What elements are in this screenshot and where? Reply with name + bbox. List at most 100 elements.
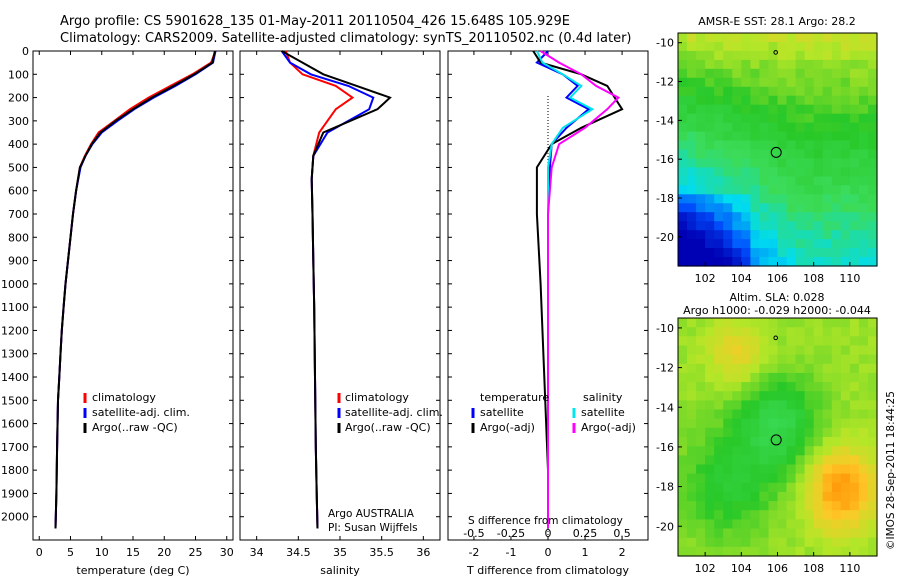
- map-cell: [687, 113, 697, 124]
- map-cell: [768, 501, 779, 511]
- map-cell: [777, 327, 788, 337]
- map-cell: [696, 372, 706, 383]
- map-cell: [714, 372, 724, 383]
- map-cell: [768, 122, 779, 133]
- map-cell: [804, 167, 815, 177]
- map-cell: [678, 391, 688, 401]
- map-cell: [687, 363, 697, 374]
- map-cell: [822, 501, 833, 511]
- map-cell: [831, 158, 842, 169]
- map-cell: [696, 59, 706, 70]
- map-cell: [687, 50, 697, 61]
- map-cell: [813, 345, 824, 356]
- map-cell: [696, 473, 706, 484]
- map-cell: [768, 510, 779, 520]
- map-cell: [849, 185, 860, 195]
- map-cell: [822, 437, 833, 447]
- map-cell: [786, 519, 797, 530]
- map-cell: [678, 418, 688, 429]
- map-cell: [849, 501, 860, 511]
- map-cell: [732, 327, 742, 337]
- map-cell: [868, 345, 878, 356]
- x-tick-label: 35: [333, 546, 347, 559]
- map-cell: [696, 537, 706, 548]
- x-tick-label: 106: [767, 562, 788, 575]
- map-cell: [696, 363, 706, 374]
- map-cell: [696, 203, 706, 213]
- map-cell: [687, 464, 697, 475]
- map-cell: [777, 158, 788, 169]
- map-cell: [786, 528, 797, 539]
- map-cell: [813, 212, 824, 222]
- map-cell: [840, 221, 851, 231]
- map-cell: [868, 491, 878, 502]
- y-tick-label: 1600: [1, 418, 29, 431]
- map-cell: [759, 409, 769, 420]
- map-cell: [768, 318, 779, 328]
- map-cell: [813, 528, 824, 539]
- y-tick-label: 900: [8, 255, 29, 268]
- map-cell: [858, 473, 869, 484]
- map-cell: [714, 327, 724, 337]
- map-cell: [768, 212, 779, 222]
- y-tick-label: 500: [8, 161, 29, 174]
- map-cell: [868, 501, 878, 511]
- map-cell: [696, 86, 706, 97]
- map-cell: [858, 33, 869, 43]
- y-tick-label: -12: [656, 76, 674, 89]
- map-cell: [786, 113, 797, 124]
- map-cell: [849, 519, 860, 530]
- map-cell: [822, 158, 833, 169]
- map-cell: [750, 194, 760, 204]
- x-axis-label: temperature (deg C): [76, 564, 189, 577]
- map-cell: [732, 501, 742, 511]
- map-cell: [687, 482, 697, 493]
- map-cell: [786, 391, 797, 401]
- map-cell: [813, 113, 824, 124]
- map-cell: [768, 176, 779, 186]
- map-cell: [786, 158, 797, 169]
- map-cell: [678, 510, 688, 520]
- map-cell: [777, 501, 788, 511]
- map-cell: [714, 363, 724, 374]
- map-cell: [750, 391, 760, 401]
- map-cell: [759, 248, 769, 258]
- map-cell: [741, 510, 751, 520]
- map-cell: [723, 149, 733, 160]
- x-tick-label: 25: [189, 546, 203, 559]
- map-cell: [868, 104, 878, 115]
- y-tick-label: -16: [656, 153, 674, 166]
- map-cell: [831, 68, 842, 79]
- map-cell: [822, 257, 833, 267]
- map-cell: [831, 464, 842, 475]
- map-cell: [804, 336, 815, 347]
- map-cell: [696, 382, 706, 392]
- salinity-tick-label: 0.5: [613, 527, 631, 540]
- map-cell: [768, 42, 779, 52]
- map-cell: [840, 86, 851, 97]
- map-cell: [750, 519, 760, 530]
- map-cell: [687, 354, 697, 365]
- map-cell: [759, 113, 769, 124]
- map-cell: [831, 203, 842, 213]
- map-cell: [777, 345, 788, 356]
- map-cell: [849, 77, 860, 88]
- map-cell: [804, 318, 815, 328]
- map-cell: [831, 446, 842, 456]
- map-cell: [723, 491, 733, 502]
- map-cell: [678, 212, 688, 222]
- map-cell: [786, 59, 797, 70]
- map-cell: [705, 446, 715, 456]
- map-cell: [868, 212, 878, 222]
- map-cell: [732, 113, 742, 124]
- map-cell: [786, 473, 797, 484]
- map-cell: [831, 149, 842, 160]
- map-cell: [696, 501, 706, 511]
- map-cell: [723, 33, 733, 43]
- map-cell: [813, 409, 824, 420]
- map-cell: [741, 336, 751, 347]
- map-cell: [822, 230, 833, 240]
- map-cell: [849, 473, 860, 484]
- map-cell: [741, 149, 751, 160]
- map-cell: [723, 185, 733, 195]
